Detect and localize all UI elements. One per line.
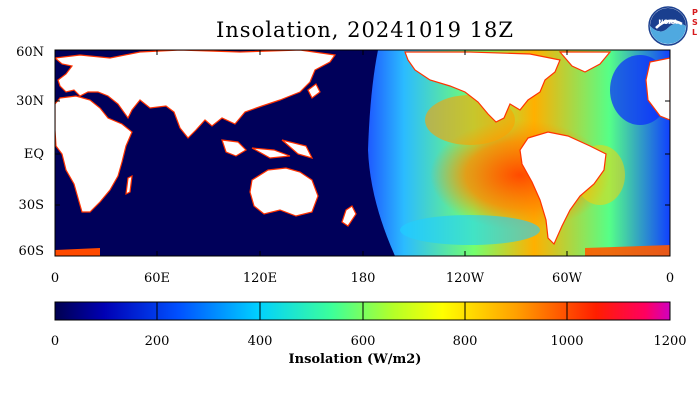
lat-label-60s: 60S bbox=[18, 244, 44, 259]
lon-ticks bbox=[156, 50, 568, 256]
lon-label-60e: 60E bbox=[143, 271, 171, 286]
lon-label-0-east: 0 bbox=[665, 271, 675, 286]
colorbar-ticks bbox=[156, 302, 568, 320]
lon-label-120w: 120W bbox=[445, 271, 485, 286]
lat-label-30s: 30S bbox=[18, 198, 44, 213]
colorbar-tick-label: 400 bbox=[247, 334, 273, 349]
antarctic-edge bbox=[55, 248, 100, 256]
colorbar-tick-label: 1000 bbox=[550, 334, 584, 349]
colorbar-label: Insolation (W/m2) bbox=[288, 352, 422, 367]
continents bbox=[55, 50, 670, 246]
colorbar-tick-label: 600 bbox=[350, 334, 376, 349]
noaa-logo: NOAA bbox=[648, 6, 688, 46]
lat-label-30n: 30N bbox=[16, 94, 44, 109]
logo-text: NOAA bbox=[658, 19, 678, 26]
colorbar-tick-label: 0 bbox=[50, 334, 60, 349]
lat-label-eq: EQ bbox=[23, 147, 44, 162]
lon-label-0: 0 bbox=[50, 271, 60, 286]
colorbar-tick-label: 1200 bbox=[653, 334, 687, 349]
colorbar-tick-label: 800 bbox=[452, 334, 478, 349]
lat-ticks bbox=[55, 49, 670, 257]
lon-label-180: 180 bbox=[350, 271, 376, 286]
map-title: Insolation, 20241019 18Z bbox=[215, 18, 515, 42]
colorbar-tick-label: 200 bbox=[144, 334, 170, 349]
lon-label-120e: 120E bbox=[242, 271, 278, 286]
lat-label-60n: 60N bbox=[16, 45, 44, 60]
psl-mark: P S L bbox=[692, 8, 698, 37]
lon-label-60w: 60W bbox=[552, 271, 582, 286]
